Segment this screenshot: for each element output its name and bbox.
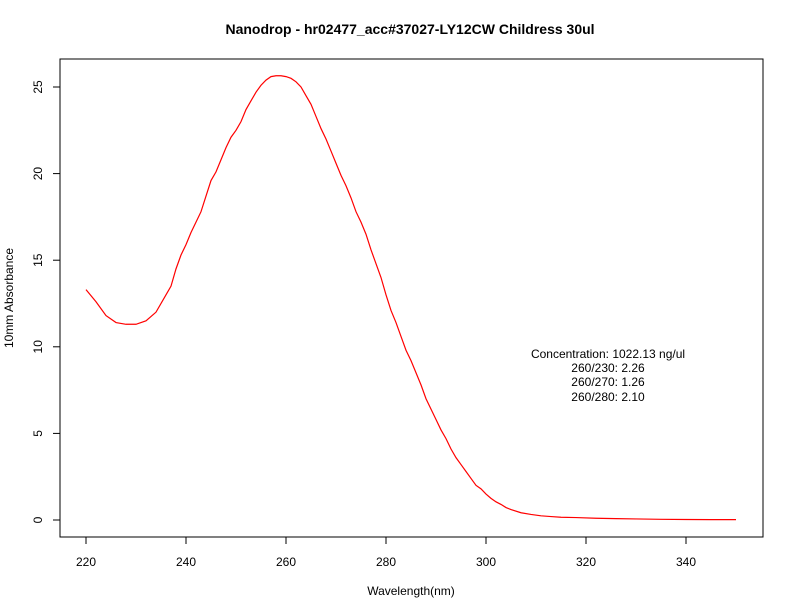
- y-tick-label-25: 25: [31, 80, 45, 94]
- annotation-ratio-260-230: 260/230: 2.26: [571, 361, 645, 375]
- y-tick-label-0: 0: [31, 516, 45, 523]
- annotation-ratio-260-270: 260/270: 1.26: [571, 375, 645, 389]
- annotation-ratio-260-280: 260/280: 2.10: [571, 390, 645, 404]
- y-axis-label: 10mm Absorbance: [2, 248, 16, 348]
- absorbance-series-line: [85, 75, 736, 521]
- y-tick-label-15: 15: [31, 253, 45, 267]
- x-tick-label-260: 260: [276, 555, 296, 569]
- chart-title: Nanodrop - hr02477_acc#37027-LY12CW Chil…: [225, 21, 594, 37]
- y-tick-label-10: 10: [31, 340, 45, 354]
- x-tick-label-340: 340: [676, 555, 696, 569]
- plot-frame: [59, 58, 764, 538]
- annotation-concentration: Concentration: 1022.13 ng/ul: [531, 347, 685, 361]
- y-tick-label-5: 5: [31, 430, 45, 437]
- y-tick-label-20: 20: [31, 167, 45, 181]
- y-axis: 0 5 10 15 20 25: [31, 80, 61, 523]
- x-tick-label-320: 320: [576, 555, 596, 569]
- x-tick-label-300: 300: [476, 555, 496, 569]
- x-axis-label: Wavelength(nm): [367, 584, 455, 598]
- x-axis: 220 240 260 280 300 320 340: [76, 536, 696, 569]
- x-tick-label-220: 220: [76, 555, 96, 569]
- x-tick-label-280: 280: [376, 555, 396, 569]
- x-tick-label-240: 240: [176, 555, 196, 569]
